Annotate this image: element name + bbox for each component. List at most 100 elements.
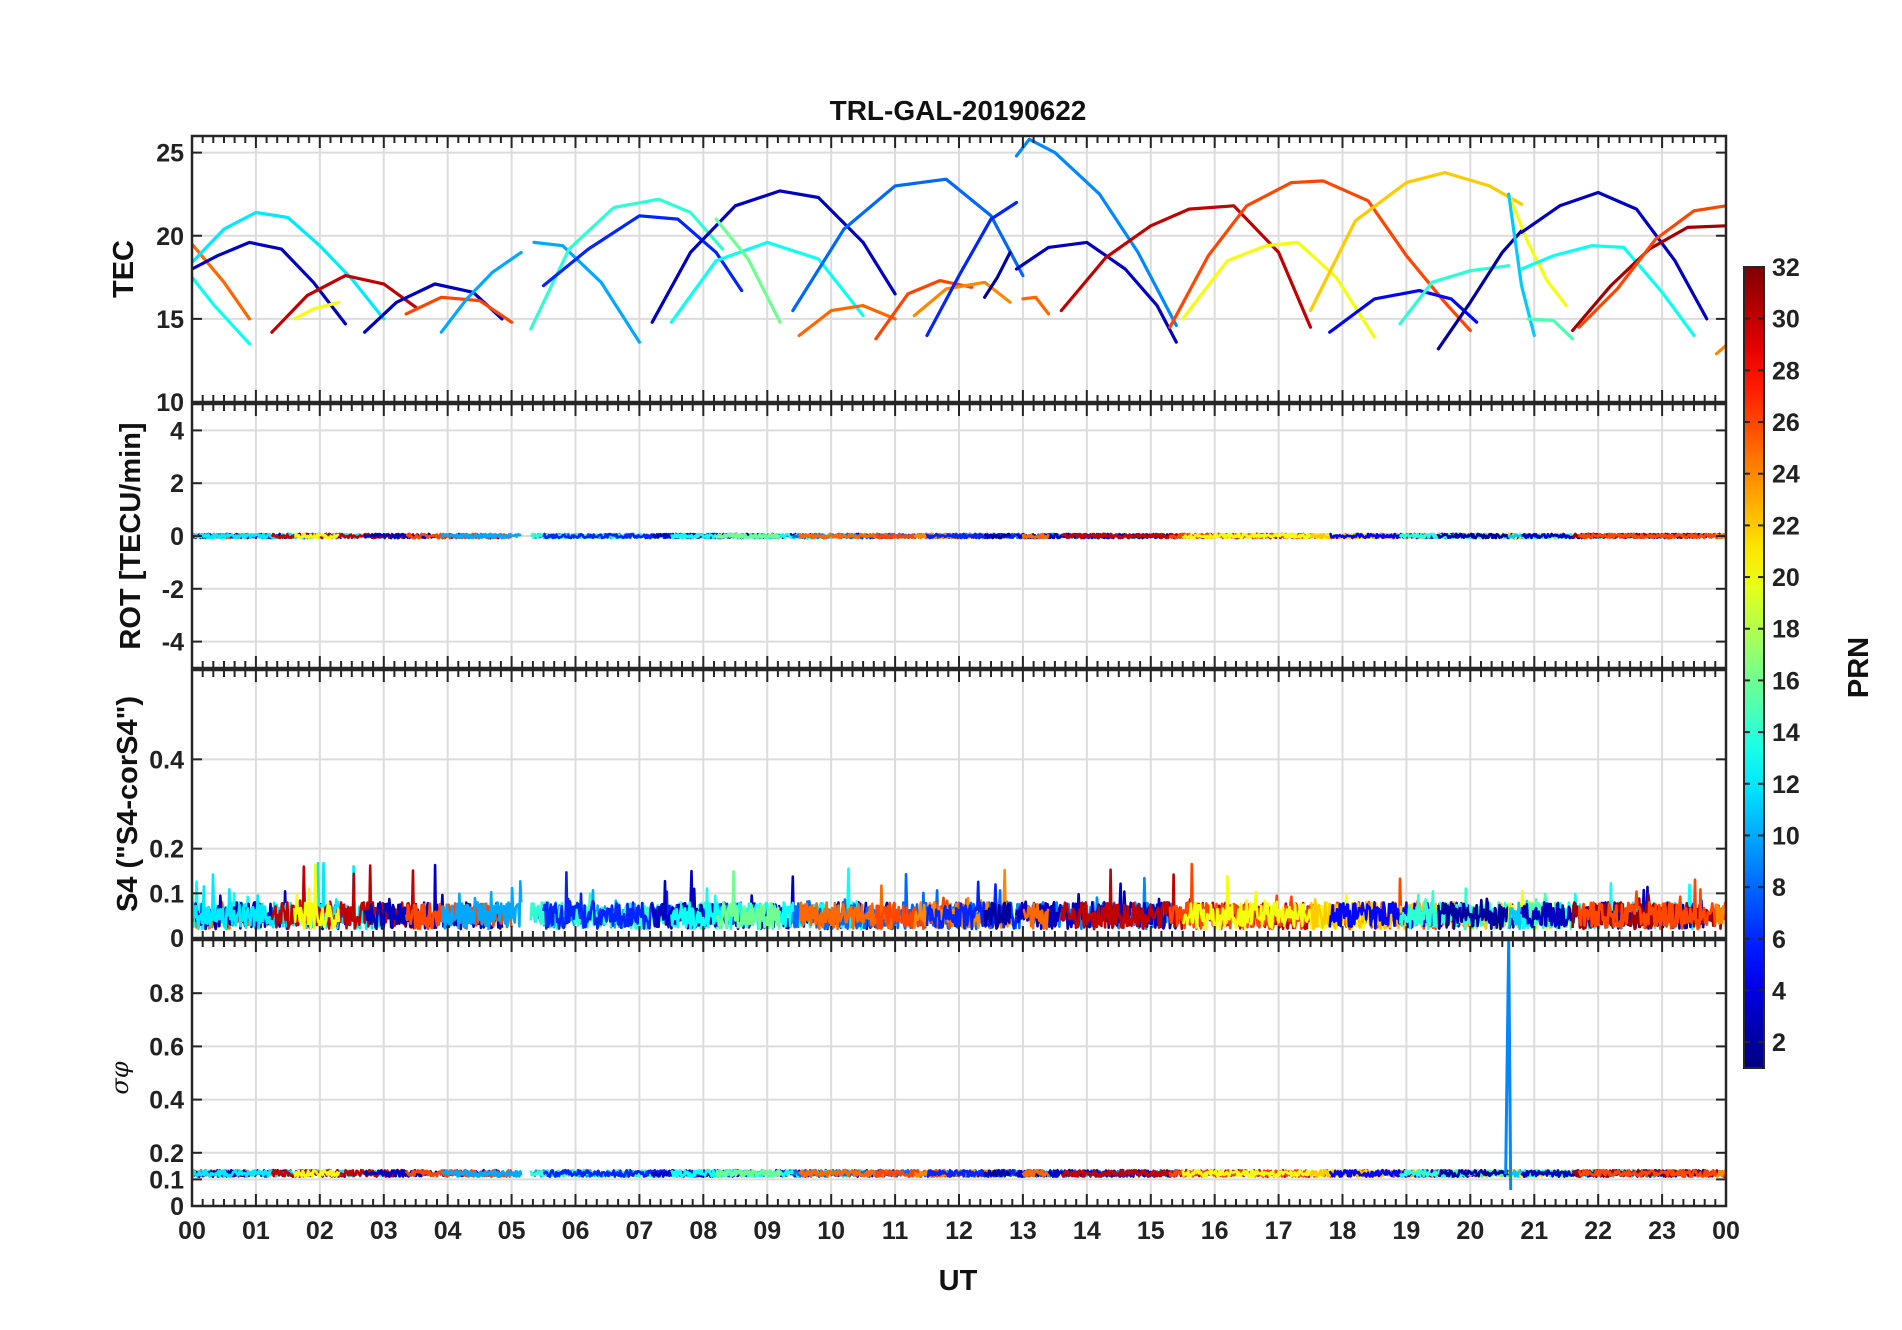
x-ticks <box>191 670 1727 938</box>
tec-series-prn-22 <box>1308 171 1524 313</box>
x-tick-label: 18 <box>1329 1217 1357 1245</box>
s4-series-prn-25 <box>1022 902 1050 931</box>
x-tick-label: 08 <box>689 1217 717 1245</box>
y-tick-label: 15 <box>156 306 184 334</box>
panel-sigma_phi: 00.10.2 0.4 0.6 0.8 σφ <box>106 938 1728 1221</box>
tec-series-prn-2 <box>1436 229 1524 351</box>
y-tick-label: 0 <box>170 925 184 953</box>
y-axis-label: TEC <box>108 240 140 298</box>
tec-series-prn-6 <box>541 214 744 293</box>
x-tick-label: 01 <box>242 1217 270 1245</box>
colorbar-tick-label: 4 <box>1772 977 1786 1005</box>
tec-series-prn-24 <box>1714 343 1726 356</box>
tec-series-prn-14 <box>1398 264 1511 326</box>
sigma_phi-series-prn-20 <box>1181 1168 1376 1178</box>
tec-series-prn-13 <box>192 275 252 346</box>
colorbar-tick-label: 22 <box>1772 512 1800 540</box>
tec-series-prn-13 <box>669 240 865 324</box>
rot-series-prn-25 <box>1021 532 1050 540</box>
sigma_phi-series-prn-2 <box>983 1169 1011 1178</box>
rot-series-prn-10 <box>440 532 522 540</box>
x-tick-label: 20 <box>1456 1217 1484 1245</box>
tec-series-prn-14 <box>529 197 725 331</box>
tec-series-prn-30 <box>270 274 418 334</box>
x-tick-label: 15 <box>1137 1217 1165 1245</box>
x-ticks <box>191 404 1727 668</box>
sigma_phi-series-prn-10 <box>440 1168 523 1178</box>
tec-series-prn-3 <box>650 189 897 324</box>
x-tick-label: 12 <box>945 1217 973 1245</box>
colorbar-tick-label: 10 <box>1772 822 1800 850</box>
x-tick-label: 09 <box>753 1217 781 1245</box>
tec-series-prn-3 <box>1014 240 1178 344</box>
rot-series-prn-26 <box>1577 532 1726 540</box>
tec-series-prn-25 <box>797 304 897 338</box>
y-tick-label: 0.1 <box>149 1166 184 1194</box>
colorbar-tick-label: 24 <box>1772 461 1800 489</box>
s4-series-prn-2 <box>1437 897 1523 931</box>
y-tick-label: 4 <box>170 417 184 445</box>
sigma-phi-spike <box>1504 940 1513 1191</box>
chart-title: TRL-GAL-20190622 <box>830 95 1087 126</box>
tec-series-prn-20 <box>292 300 341 321</box>
tec-series-prn-26 <box>404 295 514 324</box>
tec-series-prn-6 <box>925 200 1019 338</box>
x-tick-label: 17 <box>1265 1217 1293 1245</box>
sigma_phi-series-prn-25 <box>1021 1168 1050 1178</box>
y-tick-label: 2 <box>170 470 184 498</box>
colorbar-tick-label: 30 <box>1772 306 1800 334</box>
y-tick-label: 0.4 <box>149 1087 184 1115</box>
s4-series-prn-10 <box>440 879 523 931</box>
sigma_phi-series-prn-24 <box>1715 1169 1726 1178</box>
y-tick-label: 0.6 <box>149 1033 184 1061</box>
tec-series-prn-25 <box>192 242 252 321</box>
y-tick-label: 20 <box>156 223 184 251</box>
s4-series-prn-20 <box>293 863 341 931</box>
s4-series-prn-16 <box>715 869 782 930</box>
tec-series-prn-25 <box>1021 295 1051 316</box>
tec-series-prn-9 <box>1014 137 1178 328</box>
tec-series-prn-8 <box>791 177 1025 313</box>
tec-series-prn-13 <box>1519 244 1696 338</box>
tec-series-prn-5 <box>1328 289 1479 334</box>
s4-series-prn-24 <box>1715 903 1726 926</box>
sigma_phi-series-prn-2 <box>1437 1168 1523 1178</box>
x-tick-label: 23 <box>1648 1217 1676 1245</box>
panel-tec: 10 15 20 25 TEC <box>108 134 1728 417</box>
colorbar-scale <box>1743 266 1765 1069</box>
s4-series-prn-2 <box>983 901 1012 930</box>
x-axis-label: UT <box>939 1265 978 1297</box>
sigma_phi-series-prn-20 <box>293 1168 341 1178</box>
colorbar-tick-label: 26 <box>1772 409 1800 437</box>
x-tick-label: 06 <box>562 1217 590 1245</box>
x-tick-label: 19 <box>1393 1217 1421 1245</box>
y-tick-label: 0.8 <box>149 980 184 1008</box>
y-tick-label: 0.4 <box>149 746 184 774</box>
x-tick-label: 02 <box>306 1217 334 1245</box>
tec-series-prn-30 <box>1059 204 1313 329</box>
x-tick-label: 07 <box>626 1217 654 1245</box>
colorbar-label: PRN <box>1843 637 1875 698</box>
rot-series-prn-20 <box>293 532 340 540</box>
x-tick-label: 00 <box>178 1217 206 1245</box>
s4-series-prn-6 <box>925 880 1018 931</box>
colorbar-tick-label: 2 <box>1772 1029 1786 1057</box>
tec-series-prn-26 <box>874 279 974 341</box>
tec-series-prn-15 <box>1526 317 1575 341</box>
colorbar-tick-label: 20 <box>1772 564 1800 592</box>
x-tick-label: 05 <box>498 1217 526 1245</box>
rot-series-prn-2 <box>1437 532 1523 540</box>
tec-series-prn-10 <box>532 240 642 344</box>
tec-series-prn-10 <box>439 250 523 334</box>
panel-s4: 0 0.1 0.2 0.4S4 ("S4-corS4") <box>112 668 1728 953</box>
y-tick-label: 0 <box>170 523 184 551</box>
colorbar-tick-label: 12 <box>1772 771 1800 799</box>
x-tick-label: 00 <box>1712 1217 1740 1245</box>
x-tick-label: 04 <box>434 1217 462 1245</box>
y-axis-label: ROT [TECU/min] <box>115 422 147 649</box>
x-ticks <box>191 136 1727 402</box>
series-group <box>192 861 1726 931</box>
x-tick-label: 16 <box>1201 1217 1229 1245</box>
